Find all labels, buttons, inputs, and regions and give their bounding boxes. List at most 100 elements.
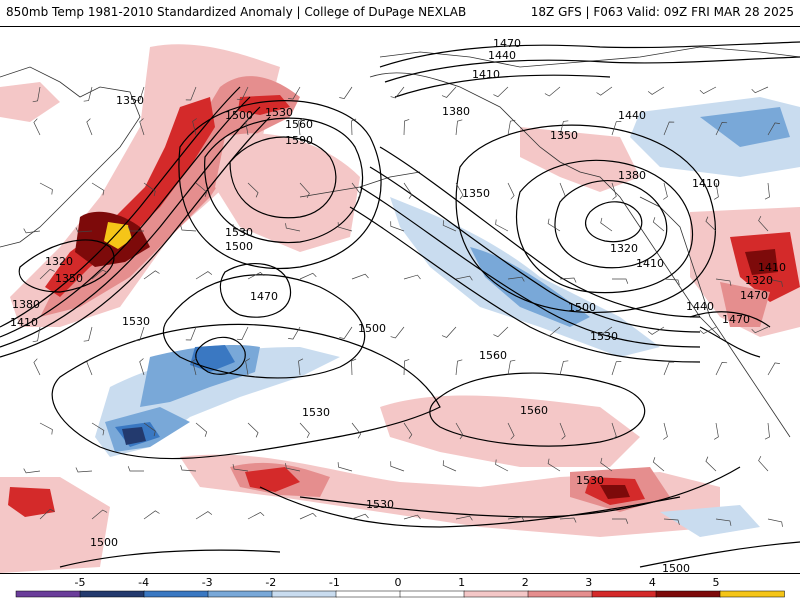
wind-barb xyxy=(180,465,197,472)
wind-barb xyxy=(83,326,93,342)
wind-barb xyxy=(559,517,577,523)
wind-barb xyxy=(351,358,357,376)
wind-barb xyxy=(652,457,665,472)
wind-barb xyxy=(767,122,780,136)
wind-barb xyxy=(91,182,105,196)
wind-barb xyxy=(663,182,668,200)
coastline-alaska xyxy=(369,72,721,338)
colorbar-tick-label: -2 xyxy=(265,576,276,589)
contour-label: 1500 xyxy=(90,536,118,549)
wind-barb xyxy=(75,467,93,473)
contour-label: 1410 xyxy=(10,316,38,329)
cold-south-east xyxy=(660,505,760,537)
contour-label: 1380 xyxy=(442,105,470,118)
wind-barb xyxy=(507,119,516,136)
contour-1500-south xyxy=(59,549,281,568)
wind-barb xyxy=(559,360,569,376)
wind-barb xyxy=(192,118,197,136)
wind-barb xyxy=(232,464,249,472)
wind-barb xyxy=(245,358,250,376)
contour-arctic-1440 xyxy=(384,56,800,83)
contour-label: 1470 xyxy=(722,313,750,326)
wind-barb xyxy=(288,86,301,100)
contour-label: 1410 xyxy=(758,261,786,274)
wind-barb xyxy=(441,326,457,338)
warm-southeast-dark xyxy=(600,485,630,499)
wind-barb xyxy=(247,511,265,520)
wind-barb xyxy=(715,122,728,136)
wind-barb xyxy=(339,326,353,339)
wind-barb xyxy=(39,182,53,195)
wind-barb xyxy=(767,362,780,376)
wind-barb xyxy=(351,422,362,439)
wind-barb xyxy=(442,460,457,472)
colorbar-tick-label: -3 xyxy=(202,576,213,589)
wind-barb xyxy=(767,278,783,287)
wind-barb xyxy=(337,462,353,472)
warm-east-bottom xyxy=(720,282,770,327)
wind-barb xyxy=(647,326,665,335)
wind-barb xyxy=(351,273,369,280)
contour-label: 1350 xyxy=(55,272,83,285)
contour-sw-3 xyxy=(0,106,261,348)
warm-south-core xyxy=(245,467,300,492)
colorbar-segment xyxy=(399,590,465,598)
colorbar-segment xyxy=(719,590,785,598)
wind-barb xyxy=(544,86,561,97)
height-contours xyxy=(0,41,800,568)
wind-barb xyxy=(600,457,613,472)
contour-labels: 1350 1530 1560 1590 1500 1470 1440 1410 … xyxy=(10,37,786,573)
contour-central-1470 xyxy=(219,263,292,318)
contour-label: 1560 xyxy=(479,349,507,362)
contour-label: 1440 xyxy=(686,300,714,313)
wind-barb xyxy=(91,422,105,436)
wind-barb xyxy=(764,422,770,440)
wind-barb xyxy=(455,515,473,521)
contour-trough-3 xyxy=(359,186,701,348)
wind-barb xyxy=(298,118,304,136)
model-run-info: 18Z GFS | F063 Valid: 09Z FRI MAR 28 202… xyxy=(530,5,794,19)
cold-sw-extreme xyxy=(122,427,146,445)
contour-1530-south xyxy=(259,486,681,528)
contour-label: 1470 xyxy=(250,290,278,303)
contour-label: 1470 xyxy=(493,37,521,50)
wind-barb xyxy=(339,86,353,99)
coastline-asia xyxy=(0,66,141,248)
colorbar-segment xyxy=(271,590,337,598)
contour-1500-se xyxy=(639,541,800,568)
wind-barb xyxy=(663,422,668,440)
wind-barb xyxy=(232,224,249,232)
contour-label: 1410 xyxy=(636,257,664,270)
anomaly-map[interactable]: 1350 1530 1560 1590 1500 1470 1440 1410 … xyxy=(0,27,800,573)
contour-1440-east xyxy=(689,311,771,328)
wind-barb xyxy=(299,272,317,280)
wind-barb xyxy=(403,422,413,439)
wind-barb xyxy=(299,512,317,520)
wind-barb xyxy=(298,358,304,376)
wind-barb xyxy=(285,223,301,232)
contour-label: 1320 xyxy=(45,255,73,268)
wind-barb xyxy=(507,276,525,282)
wind-barb xyxy=(195,182,208,197)
wind-barb xyxy=(180,225,197,232)
wind-barb xyxy=(611,422,617,440)
wind-barb xyxy=(32,326,41,343)
wind-barb xyxy=(143,270,160,280)
colorbar-tick-label: -5 xyxy=(75,576,86,589)
contour-label: 1380 xyxy=(618,169,646,182)
wind-barb xyxy=(403,359,410,376)
contour-ridge-outer xyxy=(204,117,364,244)
warm-southwest-red xyxy=(8,487,55,517)
wind-barb xyxy=(493,86,509,98)
wind-barb xyxy=(663,361,675,376)
wind-barb xyxy=(715,518,732,526)
wind-barb xyxy=(455,275,473,281)
wind-barb xyxy=(351,182,362,199)
wind-barb xyxy=(441,86,457,98)
wind-barb xyxy=(455,422,464,440)
contour-label: 1350 xyxy=(550,129,578,142)
warm-hudson xyxy=(520,127,640,192)
wind-barb xyxy=(351,513,369,520)
contour-trough-1 xyxy=(379,146,701,318)
wind-barb xyxy=(403,182,413,199)
